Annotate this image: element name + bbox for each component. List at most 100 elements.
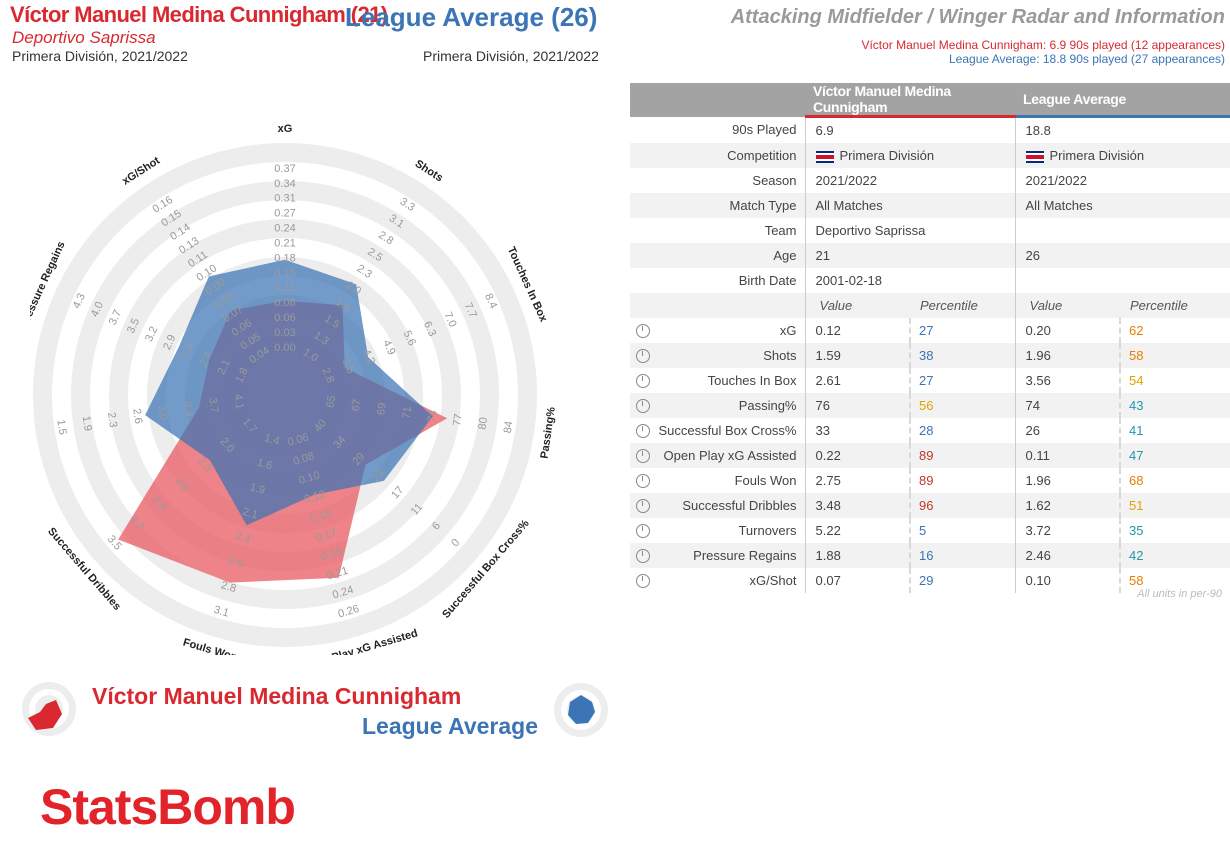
radar-tick-label: 0.11 bbox=[275, 282, 296, 294]
player-metric-value: 2.61 bbox=[815, 373, 841, 388]
average-metric-percentile: 47 bbox=[1119, 443, 1230, 468]
radar-tick-label: 77 bbox=[451, 413, 465, 427]
metric-label-cell: Pressure Regains bbox=[630, 543, 806, 568]
metric-label: Successful Dribbles bbox=[682, 498, 797, 513]
radar-title: Attacking Midfielder / Winger Radar and … bbox=[730, 6, 1225, 28]
info-player-value: Primera División bbox=[805, 143, 1016, 168]
average-metric-percentile: 43 bbox=[1119, 393, 1230, 418]
radar-tick-label: 3.4 bbox=[181, 401, 195, 418]
info-row: Competition Primera División Primera Divis… bbox=[630, 143, 1230, 168]
statsbomb-logo: StatsBomb bbox=[40, 779, 296, 835]
turnovers-icon bbox=[636, 523, 650, 538]
info-player-value: 21 bbox=[805, 243, 1016, 268]
info-label: Season bbox=[630, 168, 806, 193]
average-metric-percentile: 54 bbox=[1119, 368, 1230, 393]
radar-tick-label: 2.6 bbox=[179, 341, 196, 360]
radar-tick-label: 3.7 bbox=[107, 308, 124, 327]
metric-row: xG 0.12 27 0.20 62 bbox=[630, 318, 1230, 343]
metric-row: Shots 1.59 38 1.96 58 bbox=[630, 343, 1230, 368]
assist-icon bbox=[636, 448, 650, 463]
radar-tick-label: 0.27 bbox=[274, 208, 295, 220]
metric-label-cell: Fouls Won bbox=[630, 468, 806, 493]
radar-tick-label: 0.26 bbox=[337, 603, 361, 621]
radar-tick-label: 3.1 bbox=[212, 604, 230, 620]
passing-icon bbox=[636, 398, 650, 413]
radar-axis-label: Turnovers bbox=[30, 406, 32, 460]
metric-label: Turnovers bbox=[738, 523, 797, 538]
radar-tick-label: 8.4 bbox=[482, 292, 499, 311]
metric-label-cell: Successful Dribbles bbox=[630, 493, 806, 518]
average-metric-value: 2.46 bbox=[1015, 543, 1121, 568]
average-metric-value: 1.62 bbox=[1015, 493, 1121, 518]
radar-series-average bbox=[145, 259, 433, 526]
radar-tick-label: 0.34 bbox=[274, 178, 295, 190]
subheader-row: Value Percentile Value Percentile bbox=[630, 293, 1230, 318]
radar-tick-label: 0.21 bbox=[274, 238, 295, 250]
costa-rica-flag-icon bbox=[1025, 150, 1044, 163]
metric-label-cell: xG/Shot bbox=[630, 568, 806, 593]
average-metric-value: 3.72 bbox=[1025, 523, 1051, 538]
player-radar-icon bbox=[22, 682, 76, 736]
touches-icon bbox=[636, 373, 650, 388]
metric-row: Successful Dribbles 3.48 96 1.62 51 bbox=[630, 493, 1230, 518]
radar-tick-label: 2.8 bbox=[319, 366, 336, 385]
radar-tick-label: 1.8 bbox=[233, 366, 250, 385]
info-row: 90s Played 6.9 18.8 bbox=[630, 116, 1230, 143]
info-average-value bbox=[1015, 218, 1230, 243]
metric-label: Touches In Box bbox=[707, 373, 797, 388]
average-metric-value: 26 bbox=[1025, 423, 1040, 438]
average-metric-percentile: 35 bbox=[1119, 518, 1230, 543]
radar-tick-label: 69 bbox=[375, 402, 389, 416]
metric-row: Passing% 76 56 74 43 bbox=[630, 393, 1230, 418]
average-metric-percentile: 41 bbox=[1119, 418, 1230, 443]
info-player-value: 2021/2022 bbox=[805, 168, 1016, 193]
metric-label-cell: Turnovers bbox=[630, 518, 806, 543]
metric-row: Pressure Regains 1.88 16 2.46 42 bbox=[630, 543, 1230, 568]
radar-tick-label: 2.3 bbox=[105, 411, 119, 428]
radar-tick-label: 0.06 bbox=[286, 431, 310, 449]
radar-tick-label: 0.21 bbox=[326, 565, 350, 583]
radar-tick-label: 0.19 bbox=[320, 546, 344, 564]
info-label: 90s Played bbox=[630, 116, 806, 143]
metric-label: Open Play xG Assisted bbox=[663, 448, 797, 463]
subheader-blank bbox=[630, 293, 806, 318]
info-label: Team bbox=[630, 218, 806, 243]
radar-tick-label: 1.9 bbox=[80, 415, 94, 432]
radar-tick-label: 0.06 bbox=[274, 312, 295, 324]
info-label: Birth Date bbox=[630, 268, 806, 293]
average-metric-value: 0.20 bbox=[1025, 323, 1051, 338]
player-metric-percentile: 16 bbox=[908, 543, 1016, 568]
radar-axis-label: Shots bbox=[413, 158, 445, 185]
radar-tick-label: 3.5 bbox=[125, 316, 142, 335]
subheader-percentile: Percentile bbox=[1120, 293, 1230, 318]
average-metric-percentile: 58 bbox=[1119, 343, 1230, 368]
radar-tick-label: 3.5 bbox=[340, 357, 357, 376]
player-metric-value: 76 bbox=[805, 393, 910, 418]
radar-tick-label: 3.0 bbox=[156, 404, 170, 421]
player-metric-value: 2.75 bbox=[815, 473, 841, 488]
metric-label-cell: Touches In Box bbox=[630, 368, 806, 393]
radar-tick-label: 2.9 bbox=[161, 333, 178, 352]
metric-row: Touches In Box 2.61 27 3.56 54 bbox=[630, 368, 1230, 393]
metric-label: xG/Shot bbox=[749, 573, 797, 588]
radar-tick-label: 0.15 bbox=[274, 267, 295, 279]
player-competition: Primera División, 2021/2022 bbox=[12, 48, 188, 64]
info-average-value: 2021/2022 bbox=[1025, 173, 1087, 188]
metric-label-cell: Passing% bbox=[630, 393, 806, 418]
info-average-value: All Matches bbox=[1015, 193, 1230, 218]
radar-tick-label: 65 bbox=[325, 395, 339, 409]
average-competition: Primera División, 2021/2022 bbox=[423, 48, 599, 64]
player-metric-percentile: 27 bbox=[908, 318, 1016, 343]
info-average-value: 18.8 bbox=[1025, 123, 1051, 138]
radar-tick-label: 67 bbox=[350, 398, 364, 412]
radar-axis-label: xG bbox=[278, 123, 293, 135]
average-metric-value: 0.11 bbox=[1015, 443, 1121, 468]
table-header-player: Víctor Manuel Medina Cunnigham bbox=[805, 83, 1016, 118]
metric-label: Pressure Regains bbox=[693, 548, 797, 563]
metric-label: Successful Box Cross% bbox=[658, 423, 797, 438]
units-note: All units in per-90 bbox=[1137, 588, 1222, 600]
radar-tick-label: 2.6 bbox=[130, 408, 144, 425]
metric-label-cell: xG bbox=[630, 318, 806, 343]
radar-tick-label: 7.7 bbox=[462, 301, 479, 320]
radar-tick-label: 71 bbox=[401, 406, 415, 420]
